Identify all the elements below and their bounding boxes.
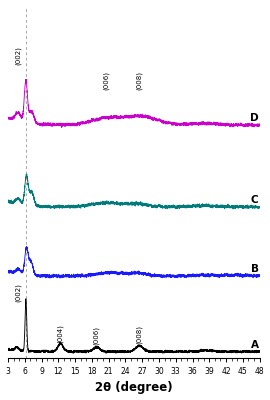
Text: (002): (002): [15, 46, 22, 65]
Text: B: B: [251, 264, 258, 274]
Text: (006): (006): [103, 72, 109, 90]
Text: (008): (008): [136, 72, 143, 90]
Text: (002): (002): [15, 284, 22, 302]
Text: (004): (004): [57, 324, 64, 343]
Text: (008): (008): [136, 325, 143, 344]
Text: C: C: [251, 195, 258, 205]
Text: A: A: [251, 340, 258, 350]
Text: D: D: [250, 113, 258, 123]
Text: (006): (006): [93, 326, 100, 345]
X-axis label: 2θ (degree): 2θ (degree): [95, 382, 173, 394]
